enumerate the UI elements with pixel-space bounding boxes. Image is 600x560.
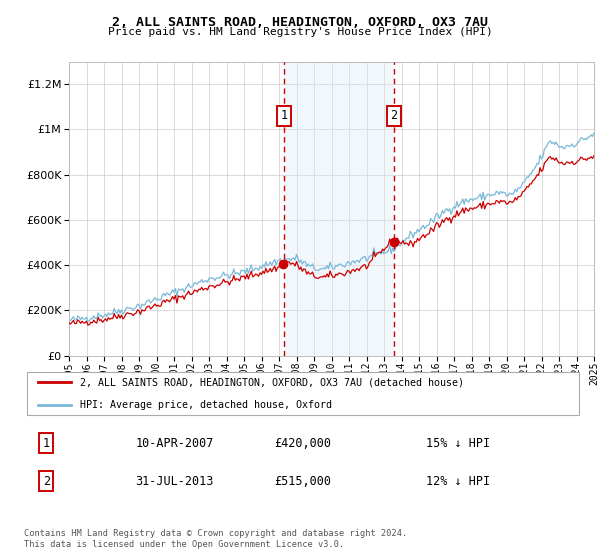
Text: 2: 2 xyxy=(43,475,50,488)
Text: HPI: Average price, detached house, Oxford: HPI: Average price, detached house, Oxfo… xyxy=(80,400,332,410)
Text: 15% ↓ HPI: 15% ↓ HPI xyxy=(426,437,490,450)
Text: Price paid vs. HM Land Registry's House Price Index (HPI): Price paid vs. HM Land Registry's House … xyxy=(107,27,493,38)
Text: 2: 2 xyxy=(391,109,398,123)
Text: £420,000: £420,000 xyxy=(275,437,331,450)
Text: 10-APR-2007: 10-APR-2007 xyxy=(136,437,214,450)
Text: Contains HM Land Registry data © Crown copyright and database right 2024.
This d: Contains HM Land Registry data © Crown c… xyxy=(24,529,407,549)
FancyBboxPatch shape xyxy=(27,371,579,416)
Text: 1: 1 xyxy=(280,109,287,123)
Text: 1: 1 xyxy=(43,437,50,450)
Text: 2, ALL SAINTS ROAD, HEADINGTON, OXFORD, OX3 7AU (detached house): 2, ALL SAINTS ROAD, HEADINGTON, OXFORD, … xyxy=(80,377,464,388)
Text: 12% ↓ HPI: 12% ↓ HPI xyxy=(426,475,490,488)
Text: 31-JUL-2013: 31-JUL-2013 xyxy=(136,475,214,488)
Bar xyxy=(284,62,394,356)
Text: £515,000: £515,000 xyxy=(275,475,331,488)
Text: 2, ALL SAINTS ROAD, HEADINGTON, OXFORD, OX3 7AU: 2, ALL SAINTS ROAD, HEADINGTON, OXFORD, … xyxy=(112,16,488,29)
